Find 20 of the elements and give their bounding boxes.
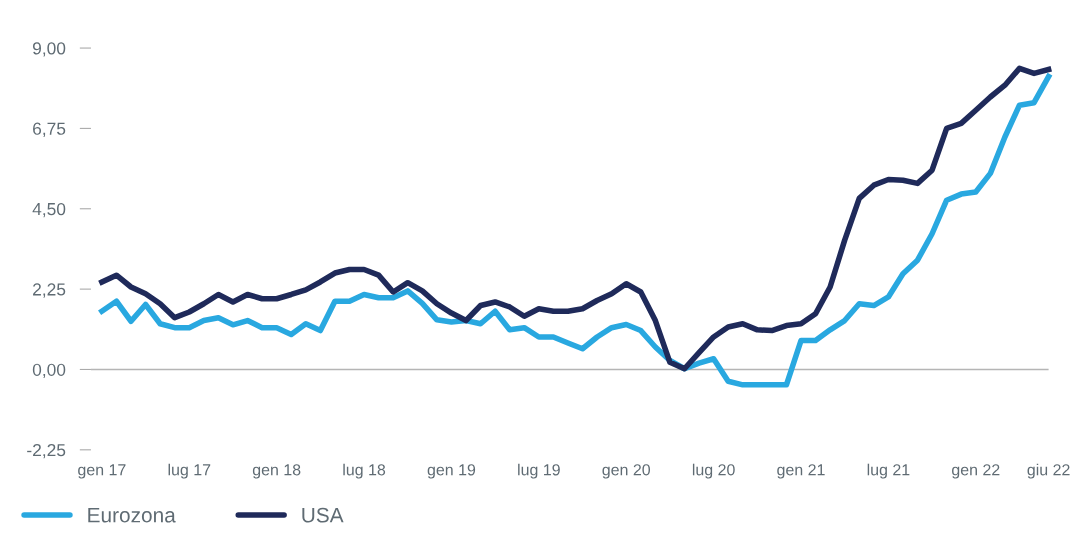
x-tick-label: lug 20 (692, 463, 735, 479)
x-tick-label: gen 17 (78, 464, 126, 479)
y-tick-label: 0,00 (32, 363, 66, 378)
legend-label: USA (302, 507, 344, 523)
x-tick-label: lug 21 (867, 463, 910, 479)
y-tick-label: -2,25 (27, 443, 66, 459)
x-tick-label: lug 19 (518, 463, 560, 479)
x-tick-label: gen 21 (777, 464, 825, 479)
x-tick-label: lug 17 (168, 463, 211, 479)
y-tick-label: 4,50 (32, 202, 66, 218)
x-tick-label: gen 18 (252, 464, 301, 479)
x-tick-label: gen 22 (952, 464, 1000, 479)
y-tick-label: 2,25 (33, 283, 66, 298)
legend-label: Eurozona (88, 507, 176, 523)
x-tick-label: gen 20 (602, 464, 651, 479)
x-tick-label: giu 22 (1027, 463, 1070, 479)
y-tick-label: 6,75 (33, 122, 66, 137)
x-tick-label: gen 19 (427, 464, 476, 479)
y-tick-label: 9,00 (32, 42, 66, 57)
x-tick-label: lug 18 (343, 463, 386, 479)
